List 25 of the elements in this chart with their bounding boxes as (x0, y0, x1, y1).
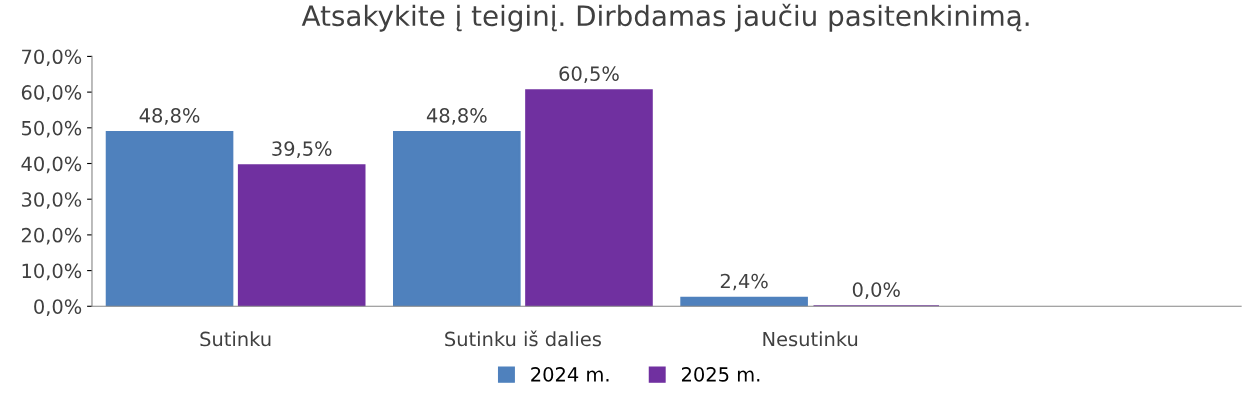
bar (105, 131, 234, 307)
data-label: 0,0% (852, 282, 900, 299)
data-label: 60,5% (559, 66, 619, 83)
data-label: 39,5% (272, 141, 332, 158)
y-tick-label: 60,0% (21, 85, 82, 102)
x-tick-label: Sutinku iš dalies (445, 330, 601, 347)
y-tick-label: 0,0% (34, 299, 82, 316)
y-tick-label: 20,0% (21, 227, 82, 245)
x-tick-label: Sutinku (200, 331, 271, 347)
y-tick-label: 40,0% (21, 156, 82, 174)
legend-label: 2024 m. (531, 367, 609, 382)
x-tick-label: Nesutinku (763, 331, 858, 347)
bar (393, 131, 521, 307)
bar (237, 164, 366, 307)
data-label: 48,8% (426, 108, 487, 125)
data-label: 2,4% (720, 273, 768, 291)
bar (680, 296, 808, 307)
y-tick-label: 30,0% (21, 192, 82, 209)
y-tick-label: 50,0% (21, 120, 82, 138)
chart-title: Atsakykite į teiginį. Dirbdamas jaučiu pasitenkinimą. (301, 3, 1029, 32)
y-tick-label: 10,0% (22, 263, 82, 281)
bar (525, 89, 653, 307)
legend-label: 2025 m. (681, 367, 760, 382)
y-tick-label: 70,0% (22, 49, 82, 67)
data-label: 48,8% (139, 108, 200, 125)
